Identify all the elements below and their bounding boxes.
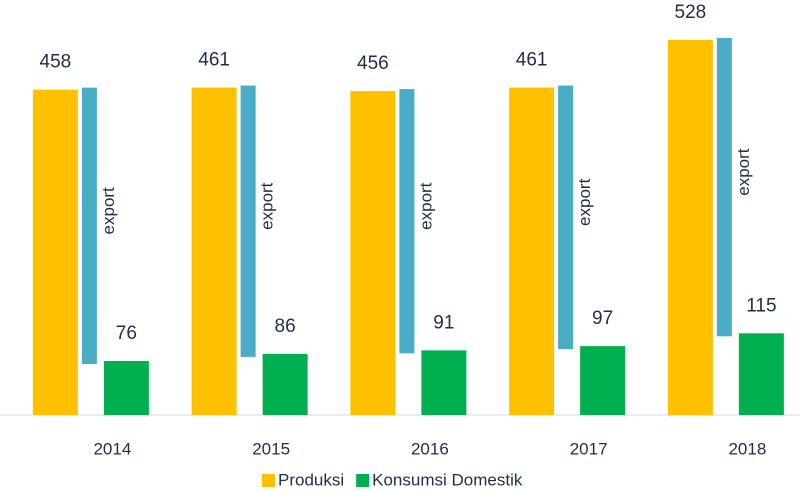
bar [580, 346, 626, 415]
value-label: 76 [116, 323, 137, 344]
x-tick-label: 2018 [728, 439, 766, 458]
legend-label: Konsumsi Domestik [372, 470, 523, 489]
bar [103, 361, 149, 415]
value-label: 97 [592, 308, 613, 329]
value-label: 91 [433, 312, 454, 333]
value-label: 456 [357, 53, 389, 74]
annotation: export [99, 187, 118, 235]
x-tick-label: 2017 [570, 439, 608, 458]
export-band [399, 89, 415, 354]
export-band [716, 37, 732, 337]
export-band [240, 85, 256, 357]
annotation: export [416, 182, 435, 230]
bar [738, 333, 784, 415]
bar [667, 39, 713, 416]
bar [421, 350, 467, 415]
value-label: 461 [516, 50, 548, 71]
x-tick-label: 2016 [411, 439, 449, 458]
annotation: export [734, 148, 753, 196]
value-label: 86 [275, 316, 296, 337]
export-band [558, 85, 574, 350]
value-label: 458 [40, 52, 72, 73]
annotation: export [575, 178, 594, 226]
legend-swatch [262, 474, 275, 487]
legend-label: Produksi [278, 470, 344, 489]
export-band [81, 87, 97, 365]
annotation: export [258, 182, 277, 230]
x-tick-label: 2015 [252, 439, 290, 458]
x-tick-label: 2014 [93, 439, 131, 458]
bar [509, 87, 555, 415]
bar [191, 87, 237, 415]
value-label: 115 [746, 295, 776, 316]
bar [32, 89, 78, 415]
value-label: 461 [198, 50, 230, 71]
legend-swatch [356, 474, 370, 487]
bar [262, 353, 308, 415]
value-label: 528 [675, 2, 707, 23]
bar [350, 91, 396, 415]
